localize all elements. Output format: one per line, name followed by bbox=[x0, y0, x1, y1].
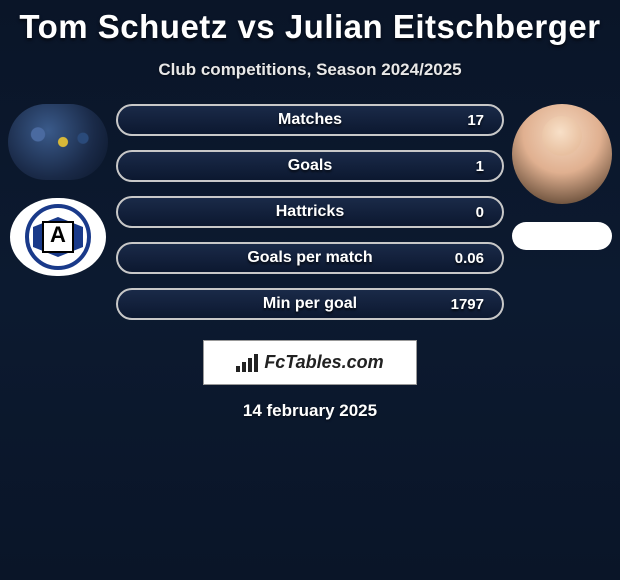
left-player-column bbox=[8, 104, 108, 276]
footer-date: 14 february 2025 bbox=[0, 401, 620, 421]
stat-value: 0.06 bbox=[455, 250, 484, 267]
stat-label: Min per goal bbox=[263, 295, 357, 313]
brand-text: FcTables.com bbox=[264, 352, 383, 373]
stat-bar-gpm: Goals per match 0.06 bbox=[116, 242, 504, 274]
stat-value: 1797 bbox=[451, 296, 484, 313]
page-title: Tom Schuetz vs Julian Eitschberger bbox=[0, 0, 620, 46]
stat-value: 0 bbox=[476, 204, 484, 221]
comparison-row: Matches 17 Goals 1 Hattricks 0 Goals per… bbox=[0, 104, 620, 320]
chart-icon bbox=[236, 354, 258, 372]
stat-bar-goals: Goals 1 bbox=[116, 150, 504, 182]
stat-value: 1 bbox=[476, 158, 484, 175]
stat-label: Goals per match bbox=[247, 249, 372, 267]
stat-bar-hattricks: Hattricks 0 bbox=[116, 196, 504, 228]
left-club-badge bbox=[10, 198, 106, 276]
stat-value: 17 bbox=[467, 112, 484, 129]
stat-bar-matches: Matches 17 bbox=[116, 104, 504, 136]
right-player-avatar bbox=[512, 104, 612, 204]
right-club-badge bbox=[512, 222, 612, 250]
stat-label: Hattricks bbox=[276, 203, 344, 221]
left-player-avatar bbox=[8, 104, 108, 180]
right-player-column bbox=[512, 104, 612, 250]
subtitle: Club competitions, Season 2024/2025 bbox=[0, 60, 620, 80]
brand-box: FcTables.com bbox=[203, 340, 417, 385]
stats-container: Matches 17 Goals 1 Hattricks 0 Goals per… bbox=[108, 104, 512, 320]
stat-label: Goals bbox=[288, 157, 332, 175]
stat-bar-mpg: Min per goal 1797 bbox=[116, 288, 504, 320]
stat-label: Matches bbox=[278, 111, 342, 129]
